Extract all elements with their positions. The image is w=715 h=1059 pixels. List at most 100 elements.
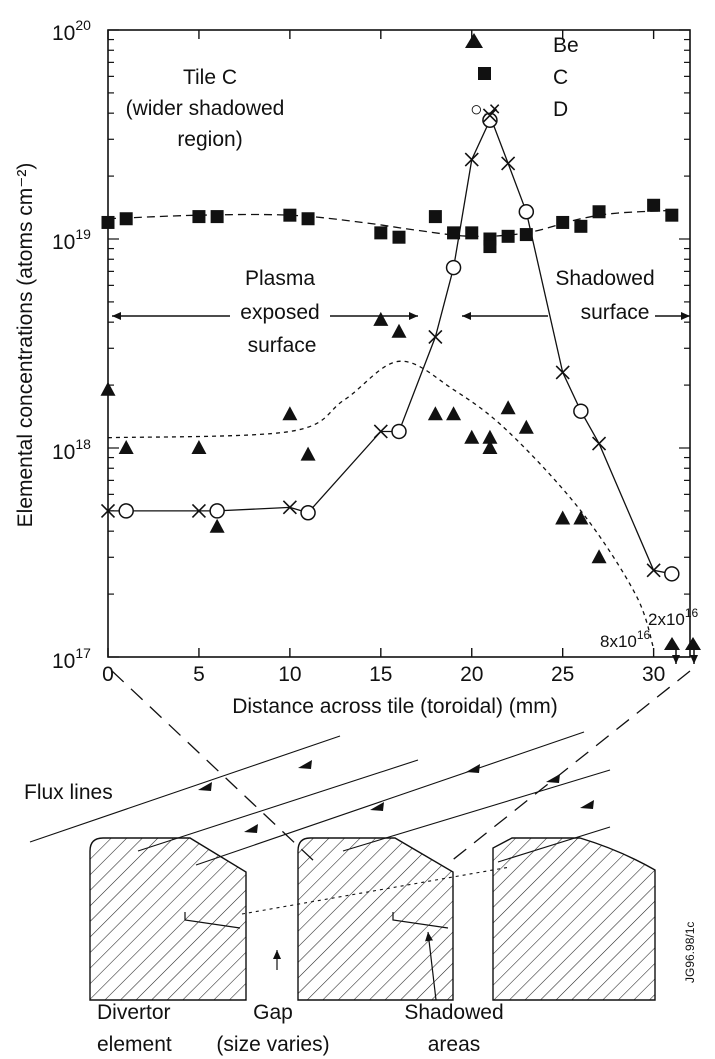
x-tick-label: 10 xyxy=(278,663,301,686)
tile-diagram: Flux lines Divertor element Gap (size va… xyxy=(24,731,697,1056)
shadowed-region-marker xyxy=(184,912,241,929)
be-point xyxy=(300,446,316,461)
be-point xyxy=(500,400,516,415)
chart-title-line-2: (wider shadowed xyxy=(126,97,285,120)
be-point xyxy=(573,510,589,525)
flux-line xyxy=(137,759,419,852)
legend-label-c: C xyxy=(553,66,568,89)
c-trend-curve xyxy=(107,209,672,238)
flux-line xyxy=(195,731,585,866)
y-axis-label: Elemental concentrations (atoms cm⁻²) xyxy=(14,163,37,528)
flux-arrowhead xyxy=(370,802,384,811)
caption-shadowed-line-2: areas xyxy=(428,1033,481,1056)
y-tick-label-17: 1017 xyxy=(52,645,91,673)
legend-triangle-marker xyxy=(465,33,483,48)
c-point xyxy=(592,205,606,219)
y-tick-label-19: 1019 xyxy=(52,226,91,254)
shadowed-label-line-2: surface xyxy=(581,301,650,324)
divertor-tile-right xyxy=(492,837,656,1001)
c-point xyxy=(519,228,533,242)
shadowed-surface-annotation: Shadowed surface xyxy=(462,267,690,324)
be-point xyxy=(391,323,407,338)
be-point xyxy=(591,549,607,564)
d-circle-point xyxy=(664,566,680,582)
flux-lines-label: Flux lines xyxy=(24,781,113,804)
be-point xyxy=(373,311,389,326)
c-point xyxy=(665,208,679,222)
d-cross-point xyxy=(191,503,207,518)
plasma-label-line-1: Plasma xyxy=(245,267,315,290)
c-point xyxy=(447,226,461,240)
c-point xyxy=(428,210,442,224)
y-axis-ticks xyxy=(108,29,690,658)
trend-curves xyxy=(107,209,672,649)
caption-divertor-line-1: Divertor xyxy=(97,1001,171,1024)
caption-shadowed-line-1: Shadowed xyxy=(404,1001,503,1024)
flux-arrowhead xyxy=(466,764,480,773)
be-point xyxy=(518,419,534,434)
d-circle-point xyxy=(445,259,462,276)
d-cross-point xyxy=(646,563,661,578)
c-point xyxy=(483,240,497,254)
legend-square-marker xyxy=(478,67,491,80)
be-trend-curve xyxy=(107,360,655,649)
offscale-label-right: 2x1016 xyxy=(648,606,699,629)
d-cross-point xyxy=(100,503,116,518)
c-point xyxy=(392,230,406,244)
plasma-exposed-annotation: Plasma exposed surface xyxy=(112,267,418,357)
plasma-label-line-3: surface xyxy=(248,334,317,357)
d-cross-point xyxy=(501,156,516,171)
d-cross-point xyxy=(282,500,297,515)
figure-code: JG96.98/1c xyxy=(683,922,697,983)
c-point xyxy=(374,226,388,240)
d-circle-point xyxy=(209,503,225,519)
plot-frame xyxy=(107,29,691,658)
c-point xyxy=(283,208,297,222)
caption-gap-line-2: (size varies) xyxy=(216,1033,329,1056)
offscale-label-left: 8x1016 xyxy=(600,628,651,651)
d-cross-point xyxy=(482,108,498,123)
plasma-label-line-2: exposed xyxy=(240,301,319,324)
flux-line xyxy=(29,735,341,843)
c-point xyxy=(119,212,133,226)
flux-arrowhead xyxy=(298,760,312,769)
c-point xyxy=(556,215,570,229)
flux-arrowhead xyxy=(546,774,560,783)
d-cross-point xyxy=(428,329,443,344)
d-circle-point xyxy=(518,204,535,220)
divertor-tile-middle xyxy=(297,837,454,1001)
be-point xyxy=(555,510,571,525)
be-point xyxy=(482,429,498,444)
d-circle-point xyxy=(300,504,316,521)
x-tick-label: 0 xyxy=(102,663,114,686)
projection-line-left xyxy=(111,670,316,863)
be-point xyxy=(209,518,225,533)
x-axis-label: Distance across tile (toroidal) (mm) xyxy=(232,695,558,718)
y-tick-label-20: 1020 xyxy=(52,17,91,45)
d-circle-point xyxy=(482,112,498,128)
c-point xyxy=(101,215,115,229)
x-tick-label: 5 xyxy=(193,663,205,686)
c-point xyxy=(501,229,515,243)
d-circle-point xyxy=(573,403,589,419)
be-point xyxy=(100,381,116,396)
legend-label-be: Be xyxy=(553,34,579,57)
chart-title-line-1: Tile C xyxy=(183,66,237,89)
be-point xyxy=(191,440,207,454)
flux-line-dotted xyxy=(241,866,511,915)
chart-title-line-3: region) xyxy=(177,128,242,151)
x-tick-label: 15 xyxy=(369,663,392,686)
c-point xyxy=(465,226,479,240)
be-point xyxy=(464,429,480,444)
be-point xyxy=(482,440,498,454)
c-point xyxy=(210,210,224,224)
y-tick-label-18: 1018 xyxy=(52,436,91,464)
d-cross-point xyxy=(373,424,388,439)
x-tick-label: 25 xyxy=(551,663,574,686)
be-point xyxy=(446,406,462,421)
be-point xyxy=(282,406,298,421)
data-marks xyxy=(100,108,680,582)
shadowed-region-marker xyxy=(392,912,449,929)
offscale-triangle-left xyxy=(664,637,680,650)
